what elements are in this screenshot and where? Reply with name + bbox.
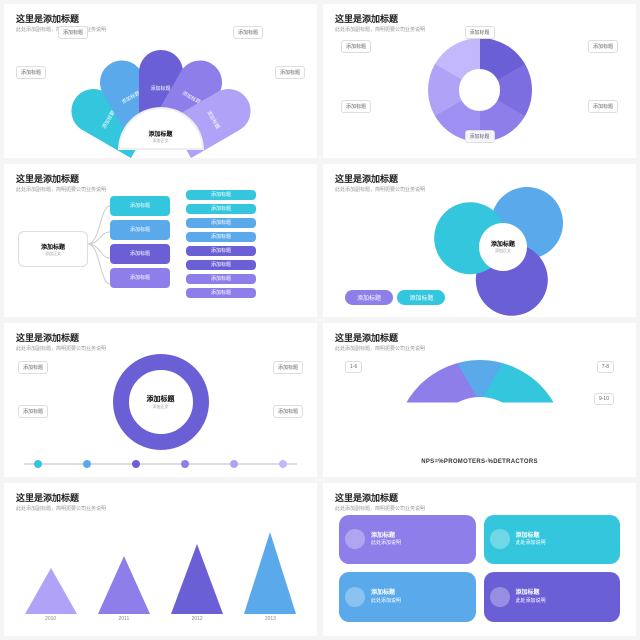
info-card[interactable]: 添加标题此处添加说明: [484, 572, 621, 622]
card-text: 添加标题此处添加说明: [371, 589, 401, 604]
pill-row: 添加标题 添加标题: [345, 287, 445, 305]
radial-chart: 添加标题 添加标题 添加标题 添加标题 添加标题 添加标题: [333, 30, 626, 150]
gauge-caption: NPS=%PROMOTERS-%DETRACTORS: [421, 459, 538, 465]
gauge-arc: [395, 360, 565, 445]
tree-leaf: 添加标题: [186, 288, 256, 298]
triangle-item: 2010: [25, 568, 77, 622]
card-text: 添加标题此处添加说明: [516, 589, 546, 604]
trefoil-center: 添加标题 添加正文: [479, 223, 527, 271]
slide-ring: 这里是添加标题 此处添加副标题，简明扼要公司业务说明 添加标题 添加正文 添加标…: [4, 323, 317, 477]
gauge-label-right2: 9-10: [594, 393, 614, 405]
tree-node: 添加标题: [110, 244, 170, 264]
timeline-dot: [181, 460, 189, 468]
tree-chart: 添加标题 添加正文 添加标题添加标题添加标题添加标题 添加标题添加标题添加标题添…: [14, 190, 307, 310]
fan-chart: 添加标题添加标题添加标题添加标题添加标题 添加标题 添加正文 添加标题 添加标题…: [14, 30, 307, 150]
tree-leaf: 添加标题: [186, 218, 256, 228]
gauge-label-right: 7-8: [597, 361, 614, 373]
fan-label-left: 添加标题: [16, 66, 46, 79]
gauge-label-left: 1-6: [345, 361, 362, 373]
triangle-item: 2011: [98, 556, 150, 622]
tree-leaf: 添加标题: [186, 190, 256, 200]
slide-title: 这里是添加标题: [335, 12, 624, 25]
fan-label-top2: 添加标题: [233, 26, 263, 39]
timeline-dot: [83, 460, 91, 468]
tree-leaf: 添加标题: [186, 260, 256, 270]
slide-radial: 这里是添加标题 此处添加副标题，简明扼要公司业务说明 添加标题 添加标题 添加标…: [323, 4, 636, 158]
slide-tree: 这里是添加标题 此处添加副标题，简明扼要公司业务说明 添加标题 添加正文 添加标…: [4, 164, 317, 318]
tree-leaf-column: 添加标题添加标题添加标题添加标题添加标题添加标题添加标题添加标题: [186, 190, 256, 298]
info-card[interactable]: 添加标题此处添加说明: [339, 515, 476, 565]
timeline-dot: [279, 460, 287, 468]
tree-leaf: 添加标题: [186, 274, 256, 284]
info-card[interactable]: 添加标题此处添加说明: [339, 572, 476, 622]
tree-leaf: 添加标题: [186, 204, 256, 214]
fan-label-right: 添加标题: [275, 66, 305, 79]
timeline-dot: [34, 460, 42, 468]
slide-title: 这里是添加标题: [16, 172, 305, 185]
card-icon: [345, 529, 365, 549]
slide-title: 这里是添加标题: [16, 491, 305, 504]
slide-fan: 这里是添加标题 此处添加副标题，简明扼要公司业务说明 添加标题添加标题添加标题添…: [4, 4, 317, 158]
ring-chart: 添加标题 添加正文 添加标题 添加标题 添加标题 添加标题: [14, 349, 307, 469]
tree-node: 添加标题: [110, 220, 170, 240]
slide-trefoil: 这里是添加标题 此处添加副标题，简明扼要公司业务说明 添加标题 添加正文 添加标…: [323, 164, 636, 318]
card-grid: 添加标题此处添加说明添加标题此处添加说明添加标题此处添加说明添加标题此处添加说明: [333, 509, 626, 629]
slide-triangles: 这里是添加标题 此处添加副标题，简明扼要公司业务说明 2010201120122…: [4, 483, 317, 637]
slide-title: 这里是添加标题: [16, 12, 305, 25]
tree-connector-icon: [88, 196, 110, 292]
triangle-item: 2012: [171, 544, 223, 622]
card-text: 添加标题此处添加说明: [516, 532, 546, 547]
slide-title: 这里是添加标题: [335, 491, 624, 504]
tree-mid-column: 添加标题添加标题添加标题添加标题: [110, 196, 170, 288]
trefoil-chart: 添加标题 添加正文 添加标题 添加标题: [333, 190, 626, 310]
gauge-chart: 1-6 7-8 9-10 NPS=%PROMOTERS-%DETRACTORS: [333, 349, 626, 469]
tree-node: 添加标题: [110, 268, 170, 288]
timeline-dot: [132, 460, 140, 468]
tree-root: 添加标题 添加正文: [18, 231, 88, 267]
tree-leaf: 添加标题: [186, 232, 256, 242]
slide-title: 这里是添加标题: [335, 172, 624, 185]
slide-gauge: 这里是添加标题 此处添加副标题，简明扼要公司业务说明 1-6 7-8 9-10 …: [323, 323, 636, 477]
card-icon: [490, 587, 510, 607]
card-icon: [490, 529, 510, 549]
triangle-item: 2013: [244, 532, 296, 622]
triangle-chart: 2010 2011 2012 2013: [14, 509, 307, 629]
timeline-dot: [230, 460, 238, 468]
pill-button[interactable]: 添加标题: [397, 290, 445, 305]
radial-ring: [428, 38, 532, 142]
card-icon: [345, 587, 365, 607]
slide-title: 这里是添加标题: [335, 331, 624, 344]
fan-label-top1: 添加标题: [58, 26, 88, 39]
info-card[interactable]: 添加标题此处添加说明: [484, 515, 621, 565]
card-text: 添加标题此处添加说明: [371, 532, 401, 547]
timeline: [24, 463, 297, 465]
pill-button[interactable]: 添加标题: [345, 290, 393, 305]
tree-node: 添加标题: [110, 196, 170, 216]
slide-cards: 这里是添加标题 此处添加副标题，简明扼要公司业务说明 添加标题此处添加说明添加标…: [323, 483, 636, 637]
tree-leaf: 添加标题: [186, 246, 256, 256]
slide-title: 这里是添加标题: [16, 331, 305, 344]
ring-center: 添加标题 添加正文: [147, 394, 175, 410]
